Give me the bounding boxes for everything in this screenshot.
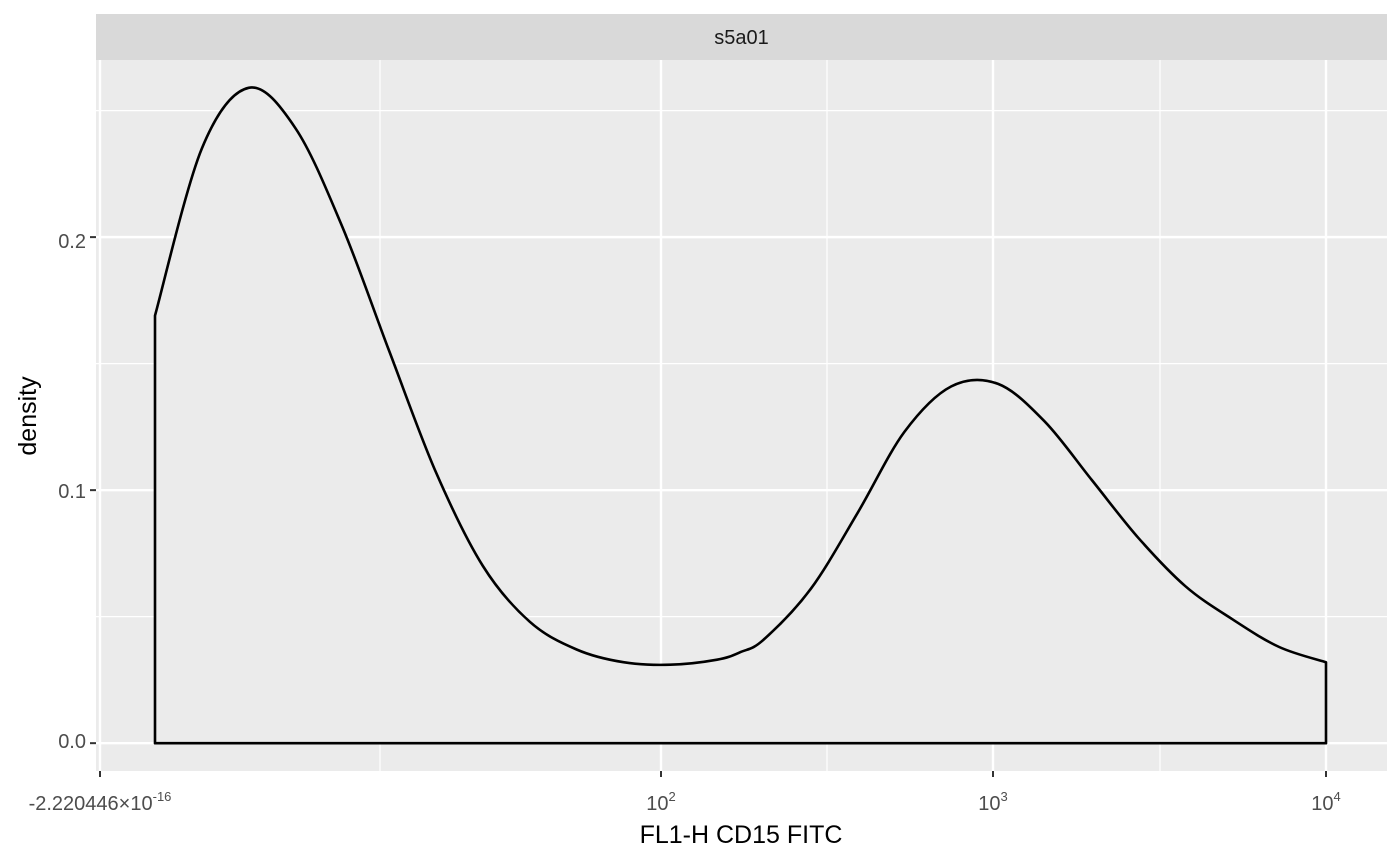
axis-ticks [90, 236, 1327, 777]
y-axis-title: density [14, 376, 42, 456]
y-tick-label: 0.1 [58, 481, 86, 503]
facet-strip [96, 14, 1387, 60]
density-area [153, 86, 1328, 745]
x-tick-label: -2.220446×10-16 [29, 789, 172, 815]
x-axis-title: FL1-H CD15 FITC [640, 821, 843, 849]
x-tick-label: 102 [646, 789, 675, 815]
density-layer [153, 86, 1328, 745]
x-tick-label: 103 [978, 789, 1007, 815]
facet-strip-label: s5a01 [714, 27, 769, 49]
y-tick-label: 0.0 [58, 731, 86, 753]
x-tick-label: 104 [1311, 789, 1340, 815]
y-tick-label: 0.2 [58, 231, 86, 253]
